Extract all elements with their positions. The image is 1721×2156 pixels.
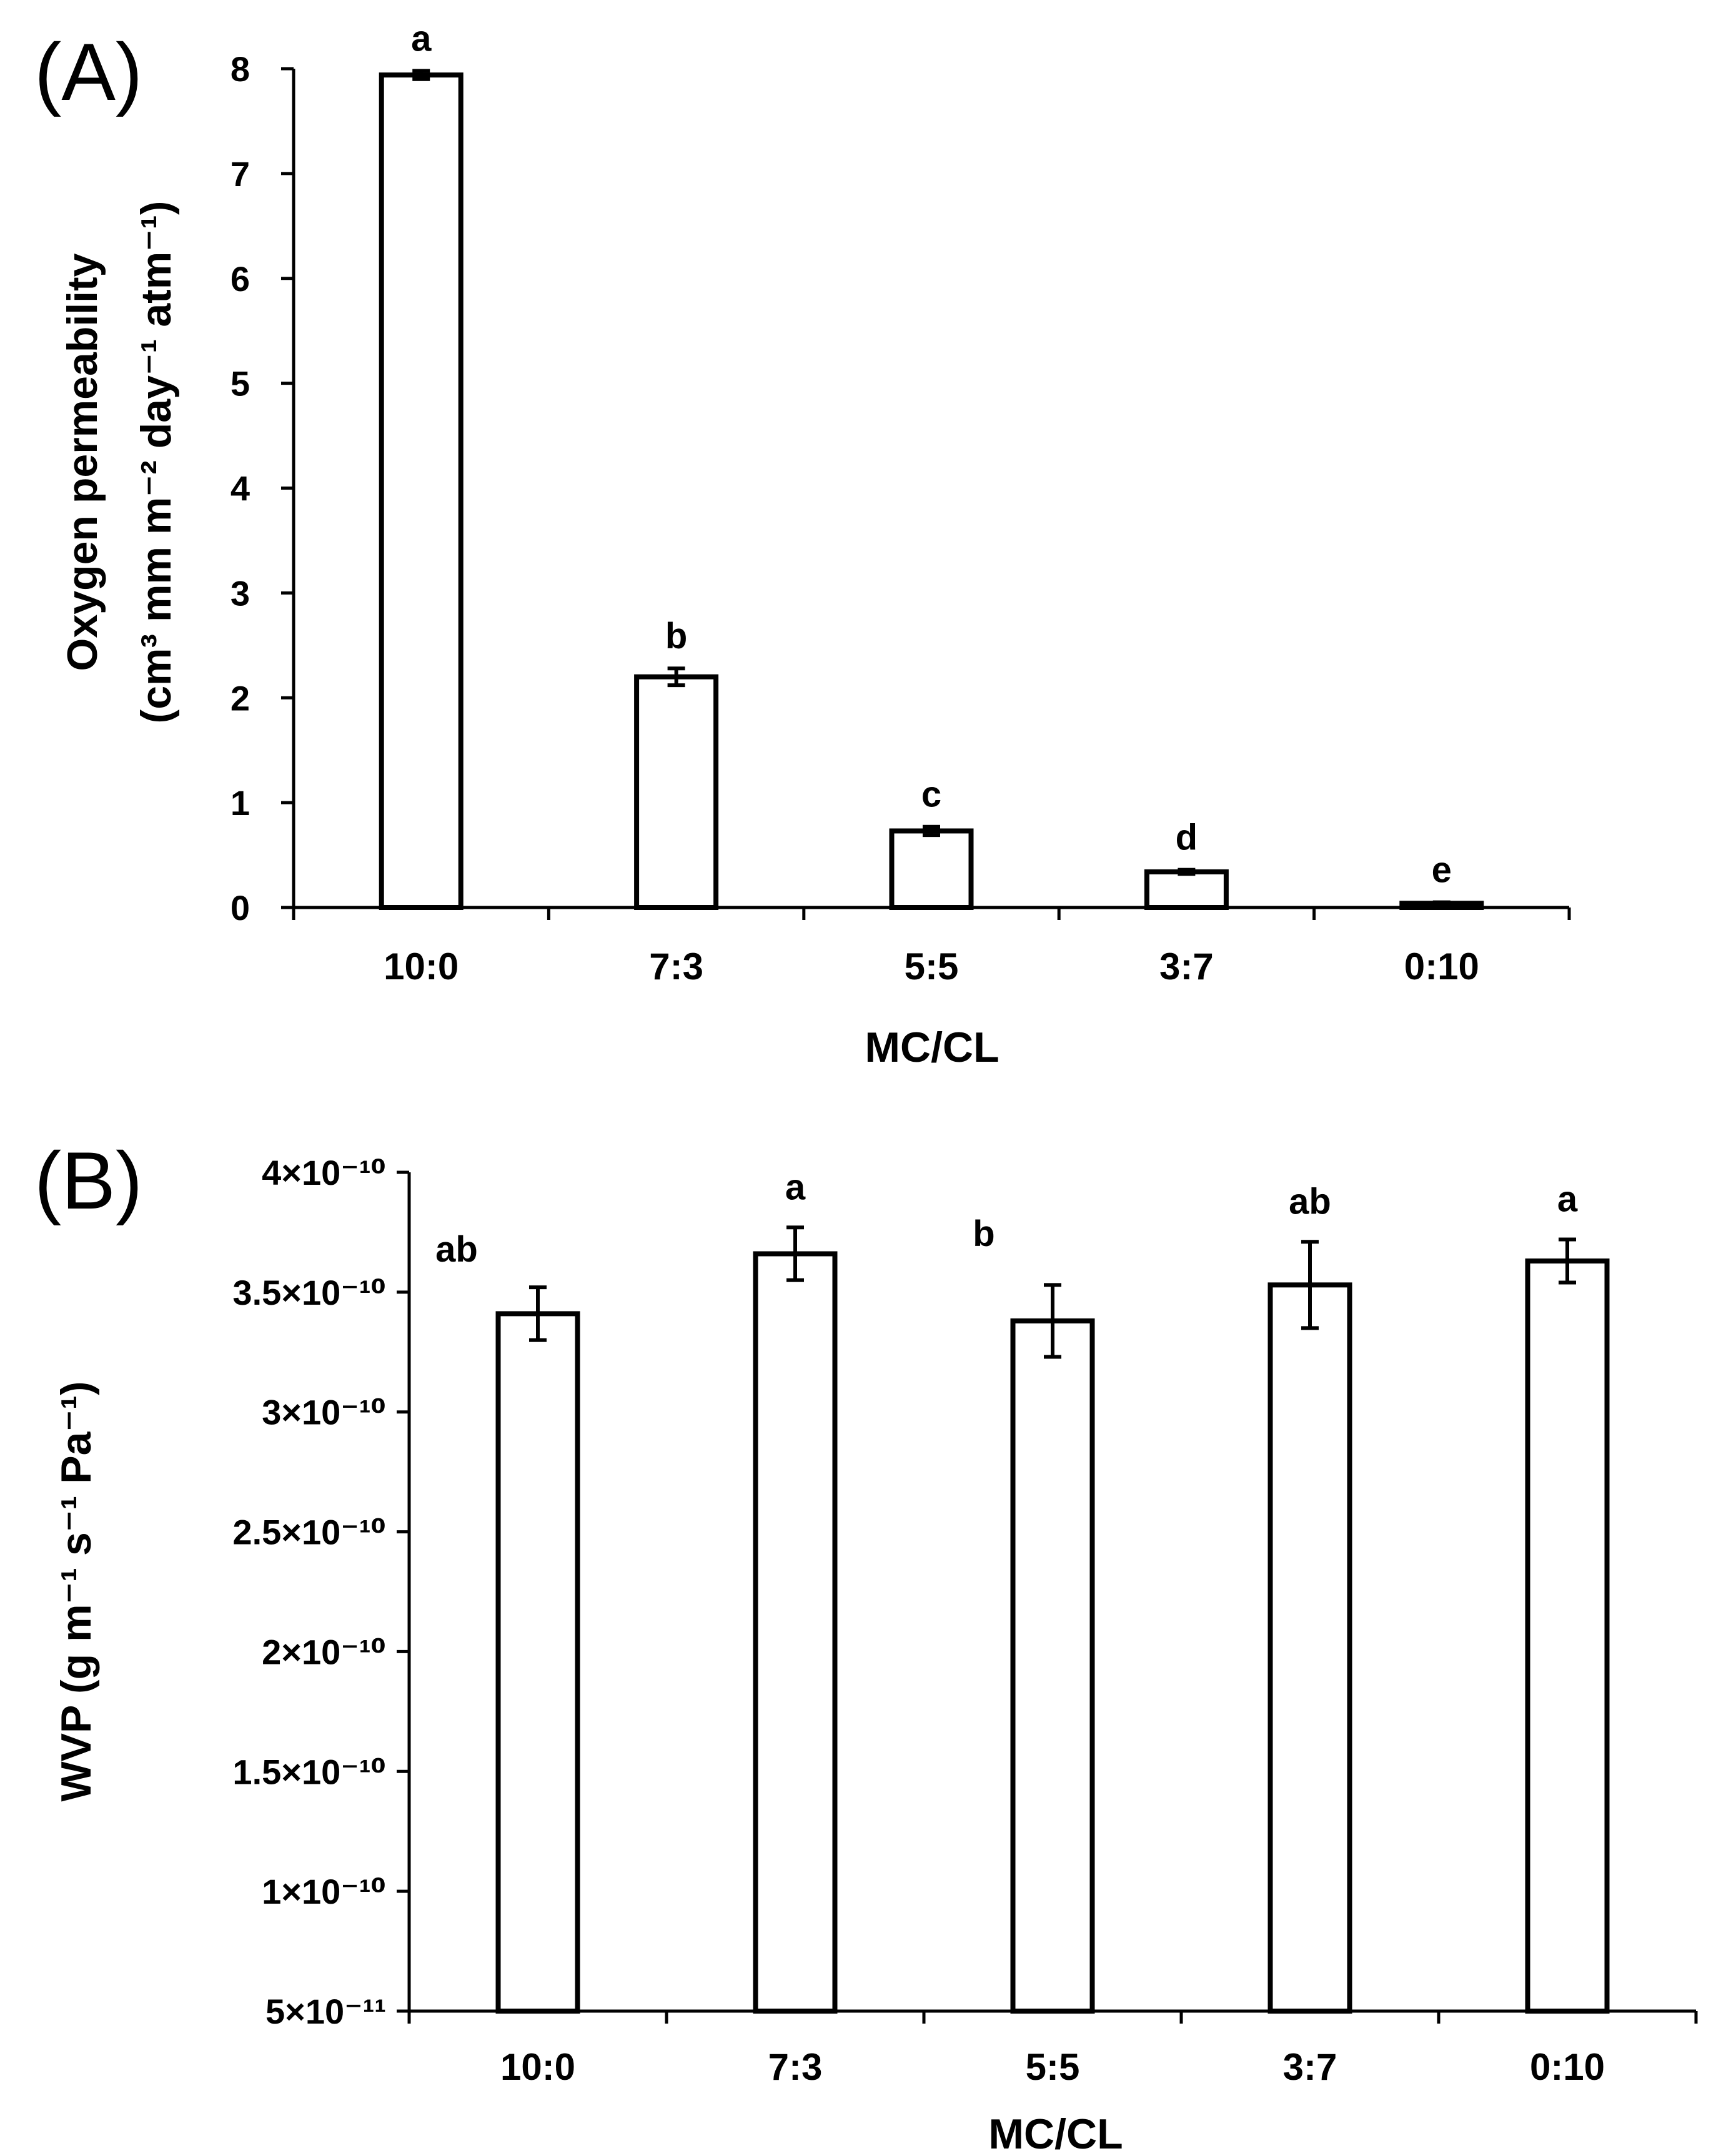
bar-5:5 xyxy=(889,828,974,911)
y-tick-label: 8 xyxy=(231,49,250,89)
bar-3:7 xyxy=(1267,1282,1352,2014)
y-tick-label: 4×10⁻¹⁰ xyxy=(262,1153,386,1192)
x-category-label: 3:7 xyxy=(1283,2046,1337,2088)
x-axis-title: MC/CL xyxy=(865,1024,999,1071)
x-category-label: 0:10 xyxy=(1530,2046,1605,2088)
panel-label: (A) xyxy=(34,26,142,117)
bar-0:10 xyxy=(1525,1258,1610,2014)
y-tick-label: 2×10⁻¹⁰ xyxy=(262,1632,386,1671)
y-tick-label: 5×10⁻¹¹ xyxy=(265,1992,386,2031)
y-tick-label: 7 xyxy=(231,154,250,194)
x-category-label: 3:7 xyxy=(1159,946,1214,987)
y-tick-label: 3.5×10⁻¹⁰ xyxy=(232,1273,386,1312)
significance-label: a xyxy=(411,18,432,59)
y-tick-label: 3 xyxy=(231,573,250,613)
y-tick-label: 2.5×10⁻¹⁰ xyxy=(232,1513,386,1552)
y-tick-label: 1×10⁻¹⁰ xyxy=(262,1872,386,1911)
y-axis-title-line: (cm³ mm m⁻² day⁻¹ atm⁻¹) xyxy=(132,201,180,724)
significance-label: ab xyxy=(435,1229,478,1270)
y-axis-title-line: WVP (g m⁻¹ s⁻¹ Pa⁻¹) xyxy=(52,1381,100,1801)
bar-7:3 xyxy=(634,674,719,911)
y-tick-label: 2 xyxy=(231,678,250,718)
significance-label: c xyxy=(921,774,941,815)
significance-label: a xyxy=(1557,1179,1578,1219)
y-axis-title-line: Oxygen permeability xyxy=(59,253,106,671)
y-tick-label: 4 xyxy=(231,469,250,508)
significance-label: b xyxy=(973,1214,994,1254)
y-tick-label: 5 xyxy=(231,364,250,403)
bar-5:5 xyxy=(1010,1318,1095,2014)
y-tick-label: 6 xyxy=(231,259,250,299)
y-tick-label: 3×10⁻¹⁰ xyxy=(262,1393,386,1432)
y-tick-label: 0 xyxy=(231,888,250,927)
x-category-label: 10:0 xyxy=(384,946,459,987)
panel-b-wvp-chart: (B) 5×10⁻¹¹ 1×10⁻¹⁰ 1.5×10⁻¹⁰ 2×10⁻¹⁰ 2.5×10⁻… xyxy=(34,1135,1698,2156)
panel-a-oxygen-permeability-chart: (A) 0 1 2 3 4 5 6 7 8 a 10:0 b 7:3 c 5:5 d 3:7 e 0:10 MC/CL O… xyxy=(34,18,1571,1071)
y-tick-label: 1 xyxy=(231,783,250,823)
significance-label: b xyxy=(665,616,687,656)
x-axis-title: MC/CL xyxy=(988,2110,1123,2156)
x-category-label: 10:0 xyxy=(500,2046,575,2088)
panel-label: (B) xyxy=(34,1135,142,1226)
bar-10:0 xyxy=(495,1311,580,2014)
x-category-label: 7:3 xyxy=(649,946,703,987)
bar-3:7 xyxy=(1144,869,1229,910)
bar-7:3 xyxy=(753,1251,838,2014)
significance-label: d xyxy=(1176,818,1198,858)
significance-label: a xyxy=(785,1167,806,1207)
x-category-label: 5:5 xyxy=(905,946,959,987)
x-category-label: 0:10 xyxy=(1404,946,1479,987)
x-category-label: 7:3 xyxy=(768,2046,823,2088)
significance-label: e xyxy=(1432,850,1452,891)
y-tick-label: 1.5×10⁻¹⁰ xyxy=(232,1752,386,1791)
bar-10:0 xyxy=(379,72,464,910)
x-category-label: 5:5 xyxy=(1026,2046,1080,2088)
significance-label: ab xyxy=(1289,1181,1331,1222)
